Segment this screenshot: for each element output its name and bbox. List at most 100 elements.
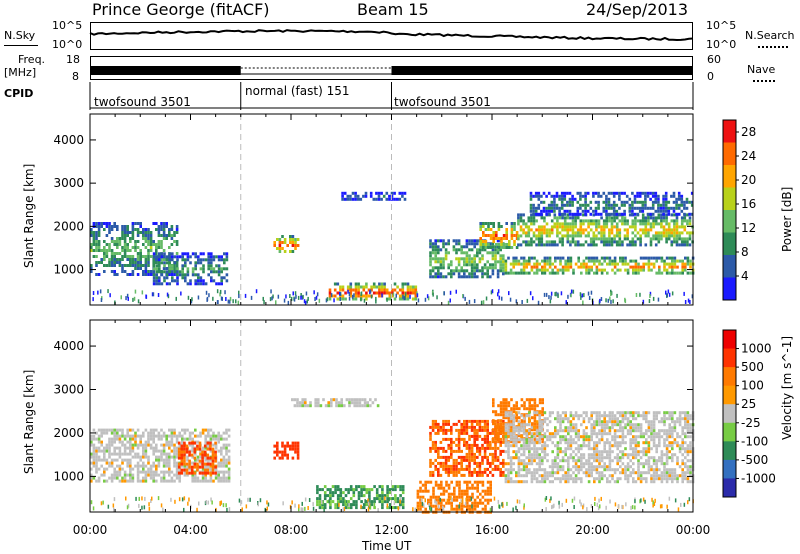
data-cell	[528, 450, 531, 454]
data-cell	[220, 476, 223, 480]
data-cell	[165, 222, 168, 225]
data-cell	[406, 288, 410, 292]
data-cell	[652, 222, 655, 226]
data-cell	[354, 297, 358, 301]
data-cell	[626, 453, 630, 457]
data-cell	[103, 479, 106, 483]
data-cell	[473, 467, 476, 471]
data-cell	[378, 285, 381, 289]
data-cell	[370, 503, 374, 507]
data-cell	[546, 435, 549, 439]
data-cell	[160, 476, 163, 480]
data-cell	[634, 240, 637, 244]
data-cell	[517, 438, 521, 442]
data-cell	[149, 437, 153, 441]
data-cell	[301, 401, 304, 405]
data-cell	[652, 256, 656, 260]
data-cell	[108, 452, 111, 456]
data-cell	[556, 219, 559, 223]
data-cell	[507, 471, 510, 475]
data-cell	[401, 288, 405, 292]
clutter-cell	[579, 292, 582, 297]
data-cell	[634, 222, 637, 226]
data-cell	[618, 234, 622, 238]
data-cell	[533, 456, 536, 460]
data-cell	[344, 503, 348, 507]
data-cell	[165, 282, 169, 286]
data-cell	[688, 231, 692, 235]
data-cell	[593, 271, 596, 275]
data-cell	[502, 449, 505, 453]
data-cell	[597, 237, 601, 241]
data-cell	[434, 449, 437, 453]
data-cell	[155, 246, 158, 249]
data-cell	[688, 216, 692, 220]
data-cell	[465, 431, 469, 435]
data-cell	[574, 459, 578, 463]
data-cell	[515, 256, 518, 260]
data-cell	[468, 461, 471, 465]
clutter-cell	[689, 300, 691, 304]
data-cell	[519, 243, 523, 247]
data-cell	[452, 449, 456, 453]
data-cell	[113, 437, 116, 441]
data-cell	[442, 266, 445, 270]
data-cell	[560, 197, 564, 201]
data-cell	[173, 255, 177, 259]
data-cell	[504, 268, 508, 272]
data-cell	[152, 446, 155, 450]
data-cell	[416, 492, 420, 496]
ytick-label: 4000	[53, 133, 84, 147]
data-cell	[543, 444, 547, 448]
data-cell	[144, 270, 148, 273]
data-cell	[440, 486, 443, 490]
data-cell	[598, 477, 601, 481]
data-cell	[144, 261, 148, 264]
data-cell	[505, 237, 508, 240]
data-cell	[349, 282, 353, 286]
data-cell	[447, 483, 451, 487]
data-cell	[610, 222, 614, 226]
data-cell	[665, 237, 668, 241]
data-cell	[468, 455, 471, 459]
data-cell	[175, 452, 179, 456]
data-cell	[486, 458, 489, 462]
data-cell	[171, 267, 174, 271]
data-cell	[121, 249, 124, 252]
data-cell	[97, 261, 101, 264]
data-cell	[567, 256, 570, 260]
data-cell	[466, 504, 469, 508]
data-cell	[183, 453, 186, 457]
data-cell	[494, 443, 497, 447]
data-cell	[483, 272, 487, 276]
data-cell	[165, 225, 168, 228]
data-cell	[152, 276, 156, 280]
data-cell	[512, 468, 515, 472]
data-cell	[465, 428, 469, 432]
data-cell	[632, 438, 635, 442]
data-cell	[502, 473, 505, 477]
data-cell	[491, 272, 495, 276]
data-cell	[201, 473, 205, 477]
data-cell	[651, 212, 655, 216]
data-cell	[222, 455, 226, 459]
data-cell	[665, 256, 669, 260]
data-cell	[444, 431, 448, 435]
data-cell	[673, 271, 677, 275]
data-cell	[642, 262, 645, 266]
data-cell	[479, 492, 482, 496]
data-cell	[677, 212, 681, 216]
data-cell	[638, 194, 642, 198]
data-cell	[621, 453, 625, 457]
data-cell	[613, 234, 616, 238]
data-cell	[525, 432, 528, 436]
data-cell	[289, 447, 292, 451]
data-cell	[460, 248, 463, 252]
data-cell	[336, 506, 340, 510]
data-cell	[608, 231, 611, 235]
data-cell	[437, 498, 440, 502]
data-cell	[558, 237, 562, 241]
data-cell	[509, 465, 513, 469]
data-cell	[375, 191, 378, 195]
data-cell	[548, 474, 552, 478]
